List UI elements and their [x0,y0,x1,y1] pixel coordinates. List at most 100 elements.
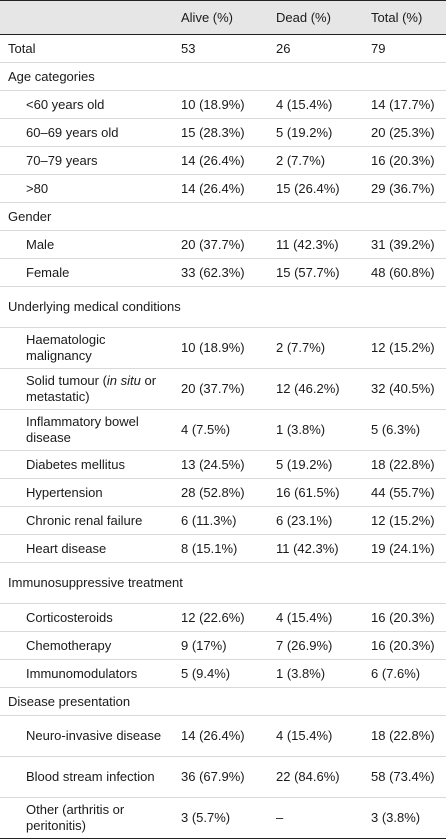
total-cell: 3 (3.8%) [363,797,446,839]
dead-cell: 5 (19.2%) [268,450,363,479]
row-label: Immunomodulators [0,659,173,688]
table-row: Immunomodulators 5 (9.4%) 1 (3.8%) 6 (7.6%) [0,659,446,688]
table-row: Haematologic malignancy 10 (18.9%) 2 (7.7%… [0,327,446,369]
group-header-row: Disease presentation [0,687,446,716]
alive-cell: 36 (67.9%) [173,756,268,798]
alive-cell: 10 (18.9%) [173,327,268,369]
table-row: Neuro-invasive disease 14 (26.4%) 4 (15.4%… [0,715,446,757]
alive-cell: 53 [173,34,268,63]
group-header-row: Immunosuppressive treatment [0,562,446,604]
alive-cell: 6 (11.3%) [173,506,268,535]
table-row: Blood stream infection 36 (67.9%) 22 (84.6… [0,756,446,798]
total-cell: 48 (60.8%) [363,258,446,287]
dead-cell: 1 (3.8%) [268,409,363,451]
group-label: Immunosuppressive treatment [0,562,446,604]
row-label-text: Solid tumour ( [26,373,107,388]
dead-cell: 11 (42.3%) [268,534,363,563]
table-row: Inflammatory bowel disease 4 (7.5%) 1 (3.8… [0,409,446,451]
row-label: Other (arthritis or peritonitis) [0,797,173,839]
row-label: Heart disease [0,534,173,563]
alive-cell: 28 (52.8%) [173,478,268,507]
header-alive: Alive (%) [173,0,268,35]
table-row: Chronic renal failure 6 (11.3%) 6 (23.1%) 1… [0,506,446,535]
row-label-italic-text: in situ [106,373,141,388]
row-label: Corticosteroids [0,603,173,632]
dead-cell: 4 (15.4%) [268,715,363,757]
table-row: <60 years old 10 (18.9%) 4 (15.4%) 14 (17.7… [0,90,446,119]
row-label: Inflammatory bowel disease [0,409,173,451]
dead-cell: 11 (42.3%) [268,230,363,259]
header-label-column [0,0,173,35]
header-row: Alive (%) Dead (%) Total (%) [0,0,446,35]
table-row: >80 14 (26.4%) 15 (26.4%) 29 (36.7%) [0,174,446,203]
alive-cell: 14 (26.4%) [173,715,268,757]
total-cell: 19 (24.1%) [363,534,446,563]
dead-cell: 22 (84.6%) [268,756,363,798]
total-cell: 79 [363,34,446,63]
table-row: Male 20 (37.7%) 11 (42.3%) 31 (39.2%) [0,230,446,259]
dead-cell: 15 (26.4%) [268,174,363,203]
alive-cell: 9 (17%) [173,631,268,660]
total-cell: 16 (20.3%) [363,146,446,175]
dead-cell: 4 (15.4%) [268,90,363,119]
row-label: 60–69 years old [0,118,173,147]
row-label: Diabetes mellitus [0,450,173,479]
row-label: Haematologic malignancy [0,327,173,369]
alive-cell: 10 (18.9%) [173,90,268,119]
row-label: Hypertension [0,478,173,507]
dead-cell: 2 (7.7%) [268,146,363,175]
dead-cell: 16 (61.5%) [268,478,363,507]
table-row: Female 33 (62.3%) 15 (57.7%) 48 (60.8%) [0,258,446,287]
table-row: Heart disease 8 (15.1%) 11 (42.3%) 19 (24.1… [0,534,446,563]
total-cell: 18 (22.8%) [363,715,446,757]
row-label: Blood stream infection [0,756,173,798]
table-row: Total 53 26 79 [0,34,446,63]
table-row: 60–69 years old 15 (28.3%) 5 (19.2%) 20 (25… [0,118,446,147]
table-row: Other (arthritis or peritonitis) 3 (5.7%)… [0,797,446,839]
row-label: Neuro-invasive disease [0,715,173,757]
table-row: Diabetes mellitus 13 (24.5%) 5 (19.2%) 18 (… [0,450,446,479]
dead-cell: 4 (15.4%) [268,603,363,632]
total-cell: 14 (17.7%) [363,90,446,119]
row-label: Female [0,258,173,287]
alive-cell: 12 (22.6%) [173,603,268,632]
alive-cell: 20 (37.7%) [173,230,268,259]
table-row: Chemotherapy 9 (17%) 7 (26.9%) 16 (20.3%) [0,631,446,660]
alive-cell: 15 (28.3%) [173,118,268,147]
alive-cell: 4 (7.5%) [173,409,268,451]
table-row: Corticosteroids 12 (22.6%) 4 (15.4%) 16 (20… [0,603,446,632]
dead-cell: 15 (57.7%) [268,258,363,287]
row-label-text: or metastatic) [26,373,157,404]
group-label: Age categories [0,62,446,91]
total-cell: 32 (40.5%) [363,368,446,410]
group-header-row: Age categories [0,62,446,91]
alive-cell: 33 (62.3%) [173,258,268,287]
dead-cell: 1 (3.8%) [268,659,363,688]
alive-cell: 14 (26.4%) [173,174,268,203]
alive-cell: 8 (15.1%) [173,534,268,563]
total-cell: 18 (22.8%) [363,450,446,479]
total-cell: 58 (73.4%) [363,756,446,798]
total-cell: 20 (25.3%) [363,118,446,147]
total-cell: 12 (15.2%) [363,506,446,535]
row-label: Solid tumour (in situ or metastatic) [0,368,173,410]
group-label: Underlying medical conditions [0,286,446,328]
dead-cell: 5 (19.2%) [268,118,363,147]
table-body: Total 53 26 79 Age categories <60 years old 10… [0,34,446,839]
alive-cell: 13 (24.5%) [173,450,268,479]
total-cell: 31 (39.2%) [363,230,446,259]
header-total: Total (%) [363,0,446,35]
row-label: Chronic renal failure [0,506,173,535]
row-label: Total [0,34,173,63]
row-label: <60 years old [0,90,173,119]
dead-cell: 6 (23.1%) [268,506,363,535]
dead-cell: 7 (26.9%) [268,631,363,660]
group-header-row: Underlying medical conditions [0,286,446,328]
total-cell: 16 (20.3%) [363,631,446,660]
dead-cell: – [268,797,363,839]
total-cell: 5 (6.3%) [363,409,446,451]
table-row: 70–79 years 14 (26.4%) 2 (7.7%) 16 (20.3%) [0,146,446,175]
table-row: Hypertension 28 (52.8%) 16 (61.5%) 44 (55.7… [0,478,446,507]
alive-cell: 5 (9.4%) [173,659,268,688]
